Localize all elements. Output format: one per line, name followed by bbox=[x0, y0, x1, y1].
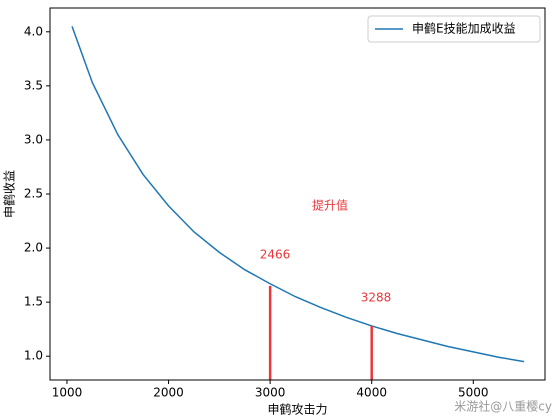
legend-box bbox=[367, 15, 541, 43]
x-tick-label: 4000 bbox=[356, 386, 387, 400]
y-tick-label: 1.5 bbox=[24, 295, 43, 309]
x-tick-label: 5000 bbox=[458, 386, 489, 400]
axes-frame bbox=[49, 7, 546, 381]
x-tick-label: 1000 bbox=[52, 386, 83, 400]
annotation: 2466 bbox=[260, 248, 291, 262]
x-tick-label: 3000 bbox=[255, 386, 286, 400]
x-tick-label: 2000 bbox=[153, 386, 184, 400]
annotation: 提升值 bbox=[312, 198, 348, 213]
y-tick-label: 3.0 bbox=[24, 132, 43, 146]
y-tick-label: 2.5 bbox=[24, 187, 43, 201]
line bbox=[71, 26, 525, 363]
y-tick-label: 4.0 bbox=[24, 24, 43, 38]
y-tick-label: 1.0 bbox=[24, 349, 43, 363]
x-axis-label: 申鹤攻击力 bbox=[267, 402, 327, 417]
legend-label: 申鹤E技能加成收益 bbox=[412, 21, 516, 36]
y-tick-label: 2.0 bbox=[24, 241, 43, 255]
annotation: 3288 bbox=[361, 291, 392, 305]
y-axis-label: 申鹤收益 bbox=[2, 170, 17, 218]
watermark: 米游社@八重樱cy bbox=[454, 399, 552, 414]
y-tick-label: 3.5 bbox=[24, 78, 43, 92]
